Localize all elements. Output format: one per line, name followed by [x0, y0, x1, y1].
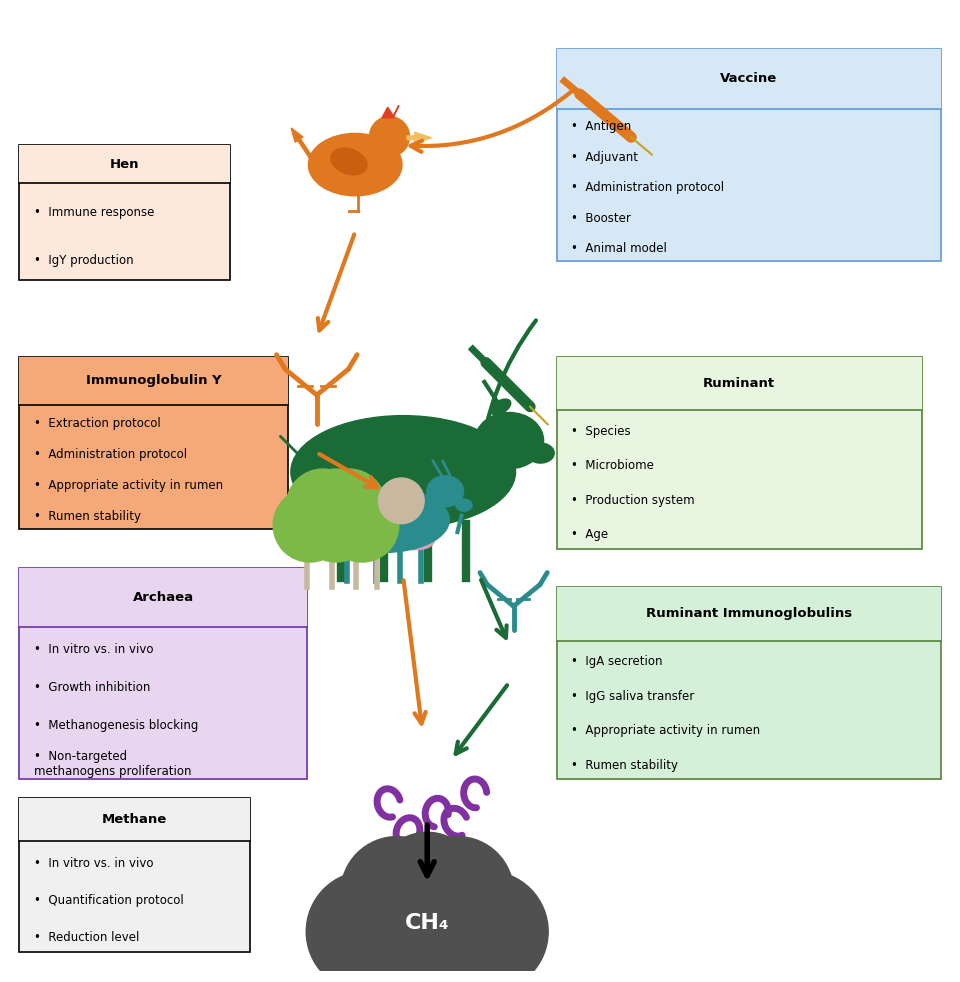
Circle shape — [300, 489, 372, 562]
FancyBboxPatch shape — [19, 798, 250, 952]
Text: Vaccine: Vaccine — [720, 73, 778, 85]
Text: Ruminant Immunoglobulins: Ruminant Immunoglobulins — [646, 608, 852, 621]
Text: •  IgG saliva transfer: • IgG saliva transfer — [571, 689, 694, 702]
Ellipse shape — [291, 415, 516, 528]
Text: •  Appropriate activity in rumen: • Appropriate activity in rumen — [34, 479, 223, 492]
Ellipse shape — [527, 443, 554, 464]
FancyBboxPatch shape — [19, 798, 250, 842]
FancyBboxPatch shape — [557, 587, 941, 779]
Circle shape — [306, 871, 427, 982]
FancyBboxPatch shape — [19, 145, 230, 280]
FancyBboxPatch shape — [557, 587, 941, 641]
Text: Archaea: Archaea — [132, 591, 194, 604]
Text: •  Animal model: • Animal model — [571, 242, 667, 255]
Text: Ruminant: Ruminant — [703, 377, 776, 390]
Circle shape — [427, 871, 548, 982]
Ellipse shape — [456, 499, 472, 512]
Circle shape — [370, 117, 410, 156]
FancyBboxPatch shape — [19, 356, 288, 529]
Text: •  Extraction protocol: • Extraction protocol — [34, 417, 160, 430]
Circle shape — [325, 489, 398, 562]
FancyBboxPatch shape — [19, 568, 307, 779]
Text: •  Administration protocol: • Administration protocol — [571, 181, 725, 194]
Text: Methane: Methane — [102, 813, 167, 826]
Ellipse shape — [397, 531, 434, 550]
Ellipse shape — [319, 487, 449, 553]
Circle shape — [274, 489, 347, 562]
FancyBboxPatch shape — [557, 356, 922, 410]
Text: •  Reduction level: • Reduction level — [34, 931, 139, 944]
Ellipse shape — [427, 475, 464, 507]
Text: •  Non-targeted
methanogens proliferation: • Non-targeted methanogens proliferation — [34, 750, 191, 778]
Text: •  Booster: • Booster — [571, 211, 631, 225]
FancyArrow shape — [291, 128, 313, 159]
Ellipse shape — [475, 412, 543, 468]
Text: •  Age: • Age — [571, 528, 609, 541]
Text: •  Rumen stability: • Rumen stability — [34, 511, 140, 523]
Circle shape — [286, 469, 360, 542]
FancyBboxPatch shape — [557, 356, 922, 549]
Text: •  Immune response: • Immune response — [34, 205, 154, 219]
FancyBboxPatch shape — [19, 356, 288, 405]
Text: •  Rumen stability: • Rumen stability — [571, 759, 678, 772]
Text: •  Antigen: • Antigen — [571, 120, 632, 134]
Text: •  IgY production: • IgY production — [34, 254, 133, 267]
Text: •  Quantification protocol: • Quantification protocol — [34, 894, 183, 906]
Text: Immunoglobulin Y: Immunoglobulin Y — [85, 374, 222, 387]
Circle shape — [375, 833, 479, 936]
Text: •  Administration protocol: • Administration protocol — [34, 448, 187, 462]
Circle shape — [401, 837, 514, 949]
Text: •  In vitro vs. in vivo: • In vitro vs. in vivo — [34, 643, 153, 656]
Circle shape — [341, 854, 514, 982]
FancyBboxPatch shape — [19, 568, 307, 627]
Polygon shape — [382, 105, 399, 118]
Circle shape — [378, 478, 424, 523]
Text: •  Species: • Species — [571, 424, 631, 438]
Text: •  Microbiome: • Microbiome — [571, 460, 654, 472]
Circle shape — [312, 469, 386, 542]
Circle shape — [341, 837, 453, 949]
Ellipse shape — [331, 148, 367, 175]
Text: •  IgA secretion: • IgA secretion — [571, 655, 662, 668]
FancyBboxPatch shape — [557, 49, 941, 109]
Text: CH₄: CH₄ — [405, 913, 449, 933]
Text: Hen: Hen — [110, 158, 139, 171]
Text: •  In vitro vs. in vivo: • In vitro vs. in vivo — [34, 857, 153, 870]
Text: •  Appropriate activity in rumen: • Appropriate activity in rumen — [571, 724, 760, 737]
FancyBboxPatch shape — [19, 145, 230, 183]
Text: •  Production system: • Production system — [571, 494, 695, 507]
Ellipse shape — [308, 134, 402, 195]
Text: •  Growth inhibition: • Growth inhibition — [34, 682, 150, 694]
Text: •  Methanogenesis blocking: • Methanogenesis blocking — [34, 719, 198, 733]
Text: •  Adjuvant: • Adjuvant — [571, 150, 638, 164]
Ellipse shape — [491, 399, 511, 414]
Circle shape — [300, 469, 372, 542]
FancyArrow shape — [407, 133, 431, 143]
FancyBboxPatch shape — [557, 49, 941, 260]
